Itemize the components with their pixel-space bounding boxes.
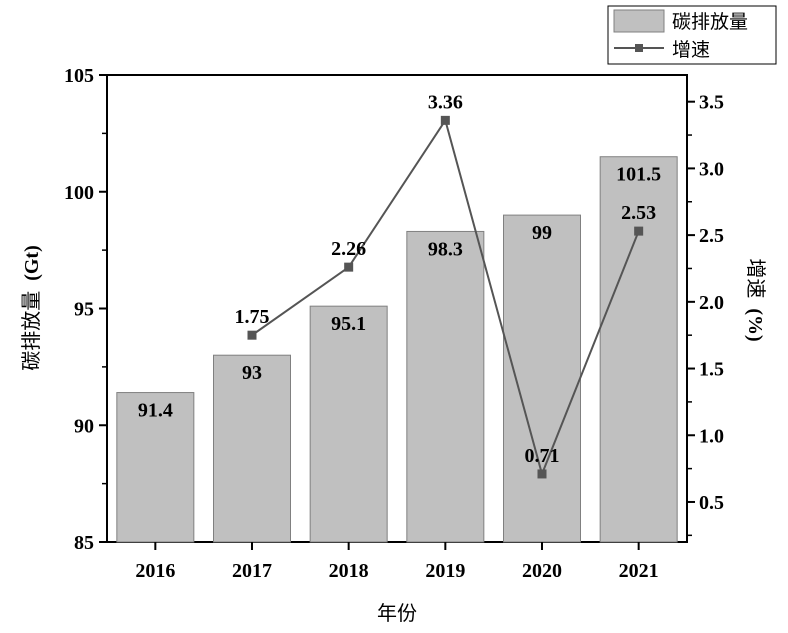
right-axis-title: 增速 (%) [744, 258, 768, 341]
growth-value-label: 2.26 [331, 238, 366, 260]
svg-text:碳排放量 (Gt): 碳排放量 (Gt) [19, 245, 43, 371]
right-axis-title-main: 增速 [744, 258, 768, 298]
right-tick-label: 3.0 [699, 158, 724, 180]
right-tick-label: 2.0 [699, 292, 724, 314]
right-tick-label: 0.5 [699, 492, 724, 514]
bar [213, 354, 291, 543]
right-tick-label: 3.5 [699, 92, 724, 114]
growth-marker [344, 262, 354, 272]
bar-value-label: 93 [242, 362, 262, 384]
bar [309, 305, 388, 543]
x-tick-label: 2017 [232, 560, 272, 582]
growth-value-label: 3.36 [428, 91, 463, 113]
left-tick-label: 95 [74, 299, 94, 321]
left-tick-label: 100 [64, 182, 94, 204]
line-labels: 1.75 2.26 3.36 0.71 2.53 [235, 91, 657, 467]
growth-marker [440, 115, 450, 125]
bar-value-label: 98.3 [428, 238, 463, 260]
bar-series [116, 156, 678, 543]
bar [116, 392, 195, 543]
line-series [247, 115, 644, 479]
x-tick-label: 2018 [329, 560, 369, 582]
right-axis-title-unit: (%) [744, 308, 766, 341]
legend-swatch-marker [635, 44, 643, 52]
right-tick-label: 2.5 [699, 225, 724, 247]
x-tick-label: 2019 [425, 560, 465, 582]
bar-labels: 91.4 93 95.1 98.3 99 101.5 [138, 164, 661, 422]
left-y-axis: 85 90 95 100 105 [64, 65, 107, 554]
legend: 碳排放量 增速 [607, 5, 777, 65]
x-tick-label: 2020 [522, 560, 562, 582]
left-tick-label: 85 [74, 532, 94, 554]
svg-text:增速 (%): 增速 (%) [744, 258, 768, 341]
x-tick-label: 2021 [619, 560, 659, 582]
legend-swatch-bar [613, 9, 665, 33]
bar [503, 214, 581, 543]
growth-value-label: 2.53 [621, 202, 656, 224]
left-axis-title-main: 碳排放量 [19, 291, 43, 371]
right-y-axis: 0.5 1.0 1.5 2.0 2.5 3.0 3.5 [687, 92, 724, 537]
legend-label-line: 增速 [672, 39, 710, 61]
legend-label-bar: 碳排放量 [672, 11, 748, 33]
bar [599, 156, 678, 543]
growth-marker [634, 226, 644, 236]
left-axis-title: 碳排放量 (Gt) [19, 245, 43, 371]
x-tick-label: 2016 [135, 560, 175, 582]
growth-marker [247, 330, 257, 340]
x-axis-title: 年份 [377, 601, 417, 625]
bar-value-label: 91.4 [138, 400, 173, 422]
x-axis: 2016 2017 2018 2019 2020 2021 [135, 542, 659, 582]
bar-value-label: 95.1 [331, 313, 366, 335]
right-tick-label: 1.0 [699, 425, 724, 447]
growth-value-label: 1.75 [235, 306, 270, 328]
bar-value-label: 99 [532, 222, 552, 244]
bar-value-label: 101.5 [616, 164, 661, 186]
right-tick-label: 1.5 [699, 359, 724, 381]
growth-value-label: 0.71 [525, 445, 560, 467]
left-axis-title-unit: (Gt) [21, 245, 43, 281]
bar [406, 230, 485, 543]
left-tick-label: 105 [64, 65, 94, 87]
growth-marker [537, 469, 547, 479]
left-tick-label: 90 [74, 415, 94, 437]
